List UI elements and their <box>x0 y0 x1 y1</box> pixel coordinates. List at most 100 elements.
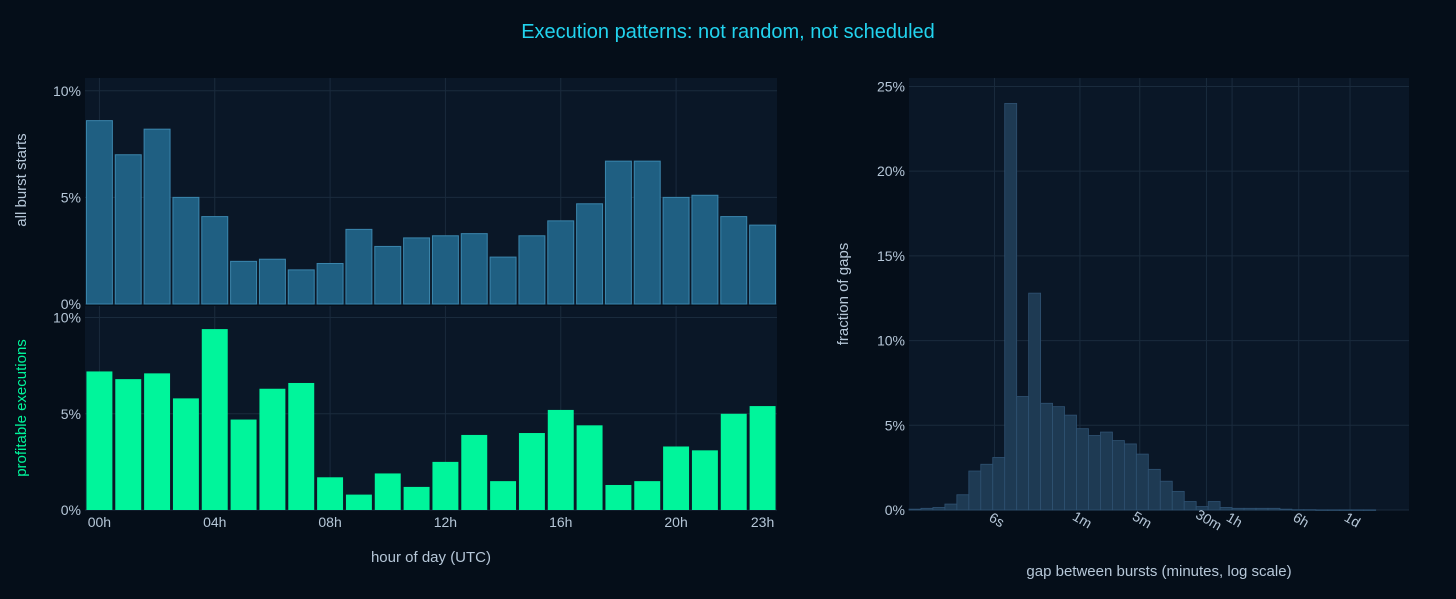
y-tick-label: 0% <box>61 296 81 312</box>
histogram-bin <box>1255 507 1269 511</box>
x-axis-label-hour-of-day: hour of day (UTC) <box>371 549 491 566</box>
chart-profitable-executions: 0% 5% 10% 00h 04h 08h 12h 16h 20h 23h profitable… <box>13 306 777 566</box>
bar-hour-00 <box>85 120 113 305</box>
y-axis-label-all-burst-starts: all burst starts <box>13 133 30 226</box>
y-tick-label: 0% <box>885 502 905 518</box>
bar-hour-03 <box>172 398 199 510</box>
bar-hour-12 <box>431 235 459 305</box>
bar-hour-10 <box>374 473 401 510</box>
bar-hour-22 <box>720 216 748 305</box>
bar-hour-14 <box>490 481 517 510</box>
x-ticks-profitable-executions: 00h 04h 08h 12h 16h 20h 23h <box>88 514 775 530</box>
bar-hour-14 <box>489 256 517 305</box>
y-tick-label: 0% <box>61 502 81 518</box>
x-tick-label: 1d <box>1342 509 1363 531</box>
histogram-bin <box>1135 453 1149 511</box>
histogram-bin <box>1088 435 1101 511</box>
histogram-bin <box>1147 468 1161 511</box>
histogram-bin <box>992 457 1006 511</box>
histogram-bin <box>1183 501 1197 511</box>
y-axis-label-profitable-executions: profitable executions <box>13 339 30 477</box>
bar-hour-06 <box>259 388 286 510</box>
y-ticks-gap-histogram: 0% 5% 10% 15% 20% 25% <box>877 78 905 518</box>
bar-hour-15 <box>518 433 545 510</box>
x-tick-label: 23h <box>751 514 774 530</box>
histogram-bin <box>968 470 982 511</box>
bar-hour-21 <box>691 450 718 510</box>
x-tick-label: 1h <box>1224 509 1245 531</box>
bar-hour-11 <box>403 237 431 305</box>
bar-hour-04 <box>201 329 228 510</box>
histogram-bin <box>908 508 922 511</box>
bar-hour-22 <box>720 413 747 510</box>
histogram-bin <box>1267 507 1281 511</box>
bars-gap-histogram <box>908 103 1377 511</box>
bar-hour-07 <box>287 269 315 305</box>
bar-hour-05 <box>230 260 258 305</box>
bar-hour-18 <box>604 160 632 305</box>
plot-area-profitable-executions <box>85 306 777 510</box>
x-tick-label: 6h <box>1290 509 1311 531</box>
bar-hour-02 <box>143 128 171 305</box>
histogram-bin <box>944 503 958 511</box>
bar-hour-07 <box>288 382 315 510</box>
plot-area-gap-histogram <box>909 78 1409 510</box>
histogram-bin <box>1123 443 1137 511</box>
histogram-bin <box>932 507 946 511</box>
x-tick-label: 16h <box>549 514 572 530</box>
bar-hour-02 <box>144 373 171 510</box>
x-tick-label: 04h <box>203 514 226 530</box>
histogram-bin <box>1363 509 1377 511</box>
histogram-bin <box>1052 406 1065 511</box>
histogram-bin <box>1028 292 1042 511</box>
y-tick-label: 15% <box>877 248 905 264</box>
y-axis-label-fraction-of-gaps: fraction of gaps <box>835 243 852 346</box>
bar-hour-13 <box>461 434 488 510</box>
histogram-bin <box>1076 428 1089 511</box>
histogram-bin <box>1315 509 1329 511</box>
bar-hour-19 <box>634 481 661 510</box>
x-tick-label: 20h <box>664 514 687 530</box>
bar-hour-09 <box>345 228 373 305</box>
y-tick-label: 10% <box>53 310 81 326</box>
bar-hour-16 <box>547 220 575 305</box>
histogram-bin <box>1016 396 1030 511</box>
bar-hour-18 <box>605 484 632 510</box>
bars-all-burst-starts <box>85 120 777 305</box>
histogram-bin <box>1159 480 1173 511</box>
bar-hour-23 <box>749 224 777 305</box>
bar-hour-04 <box>201 216 229 305</box>
histogram-bin <box>1303 509 1317 511</box>
chart-title: Execution patterns: not random, not sche… <box>521 21 935 43</box>
bar-hour-21 <box>691 194 719 305</box>
y-tick-label: 5% <box>61 189 81 205</box>
histogram-bin <box>1064 414 1077 511</box>
chart-all-burst-starts: 0% 5% 10% all burst starts <box>13 78 777 312</box>
bar-hour-06 <box>258 258 286 305</box>
plot-area-all-burst-starts <box>85 78 777 304</box>
bar-hour-13 <box>460 233 488 305</box>
x-ticks-gap-histogram: 6s 1m 5m 30m 1h 6h 1d <box>987 506 1364 533</box>
y-ticks-all-burst-starts: 0% 5% 10% <box>53 83 81 312</box>
x-tick-label: 12h <box>434 514 457 530</box>
bar-hour-16 <box>547 409 574 510</box>
histogram-bin <box>1040 402 1053 511</box>
bars-profitable-executions <box>86 329 776 510</box>
x-tick-label: 6s <box>987 509 1008 530</box>
bar-hour-20 <box>662 196 690 305</box>
bar-hour-17 <box>576 425 603 510</box>
histogram-bin <box>1243 507 1257 511</box>
x-axis-label-gap-between-bursts: gap between bursts (minutes, log scale) <box>1026 563 1291 580</box>
histogram-bin <box>1112 440 1125 511</box>
bar-hour-08 <box>316 262 344 305</box>
chart-gap-histogram: 0%5%10%15%20%25% 6s 1m 5m 30m 1h 6h 1d fractio… <box>835 78 1409 580</box>
y-tick-label: 25% <box>877 78 905 94</box>
bar-hour-05 <box>230 419 257 510</box>
gridlines-all-burst-starts <box>85 78 777 305</box>
bar-hour-10 <box>374 245 402 305</box>
bar-hour-01 <box>114 154 142 305</box>
histogram-bin <box>1279 508 1293 511</box>
x-tick-label: 08h <box>318 514 341 530</box>
